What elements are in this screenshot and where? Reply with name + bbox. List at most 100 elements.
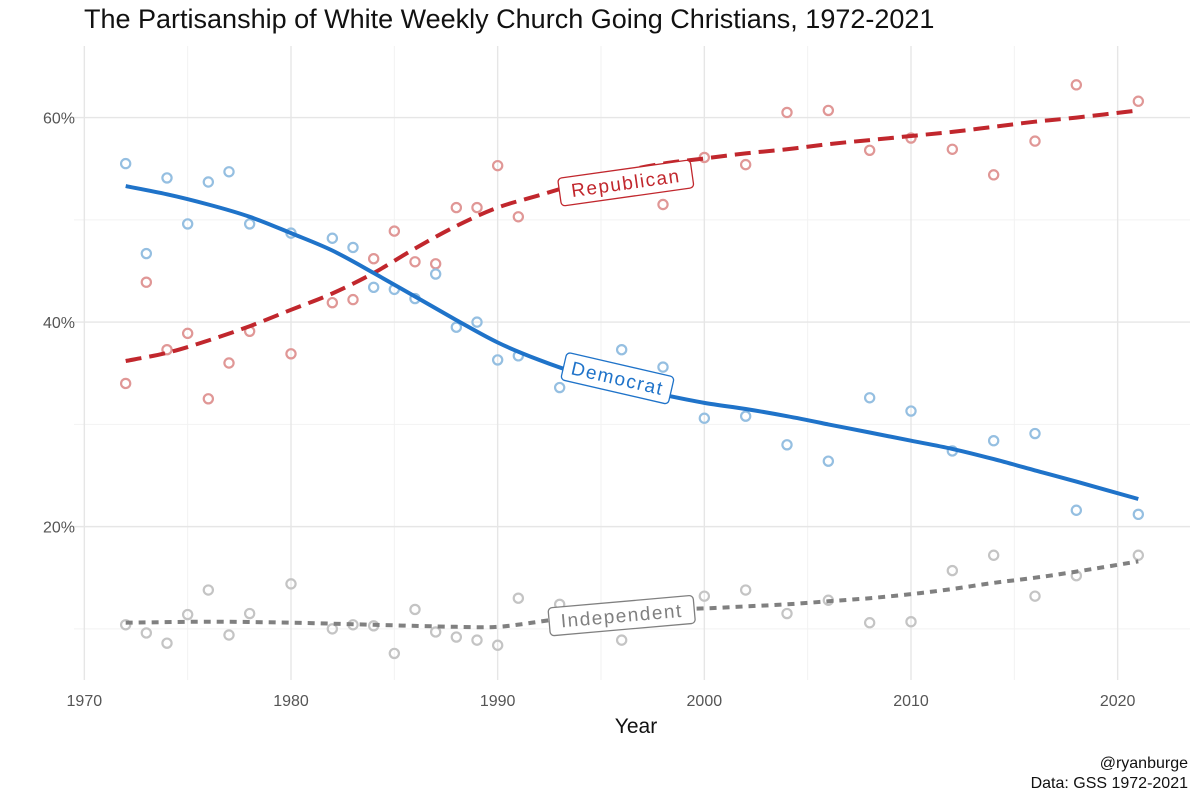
republican-point: [409, 256, 421, 268]
democrat-trend-line: [125, 184, 1139, 501]
data-points: [119, 79, 1145, 660]
independent-point: [450, 631, 463, 643]
independent-point: [429, 626, 442, 638]
republican-point: [512, 211, 525, 223]
republican-point: [202, 393, 215, 405]
republican-point: [822, 104, 835, 117]
x-axis-title: Year: [615, 715, 657, 738]
grid-minor: [74, 46, 1190, 680]
independent-point: [223, 629, 235, 641]
independent-point: [181, 608, 194, 621]
republican-point: [388, 225, 401, 237]
republican-point: [739, 158, 752, 171]
democrat-point: [657, 361, 669, 373]
axis-tick-labels: 1970 1980 1990 2000 2010 2020 20% 40% 60%: [43, 111, 1136, 710]
independent-point: [409, 603, 421, 616]
republican-trend-line: [125, 108, 1139, 363]
republican-point: [863, 144, 876, 157]
x-tick-label: 1970: [67, 693, 103, 710]
independent-label-box: [547, 594, 696, 637]
independent-point: [243, 607, 256, 620]
caption: @ryanburge Data: GSS 1972-2021: [1031, 754, 1188, 794]
chart-title: The Partisanship of White Weekly Church …: [84, 4, 935, 34]
democrat-point: [781, 439, 793, 451]
democrat-point: [739, 410, 752, 422]
democrat-point: [698, 412, 711, 424]
democrat-point: [119, 157, 132, 170]
x-tick-label: 2020: [1100, 693, 1136, 710]
x-tick-label: 2010: [893, 693, 929, 710]
independent-point: [1029, 590, 1041, 602]
republican-point: [1070, 79, 1083, 91]
democrat-point: [202, 176, 215, 188]
republican-label-box: [557, 159, 695, 207]
republican-point: [140, 276, 153, 288]
independent-point: [739, 584, 752, 596]
democrat-point: [326, 232, 339, 244]
democrat-point: [615, 344, 628, 356]
y-tick-label: 60%: [43, 111, 75, 128]
democrat-point: [905, 405, 917, 417]
democrat-point: [347, 241, 359, 254]
democrat-point: [367, 281, 380, 294]
republican-point: [946, 143, 959, 155]
republican-point: [491, 159, 504, 172]
independent-point: [863, 617, 876, 629]
democrat-point: [429, 268, 442, 280]
independent-point: [905, 616, 917, 628]
democrat-point: [987, 435, 1000, 447]
independent-point: [698, 590, 711, 602]
republican-point: [119, 377, 132, 390]
democrat-point: [161, 172, 173, 184]
republican-point: [181, 327, 194, 340]
independent-point: [326, 623, 339, 635]
independent-point: [202, 584, 215, 596]
caption-author: @ryanburge: [1099, 755, 1188, 772]
republican-label: Republican: [557, 159, 695, 207]
republican-point: [326, 296, 339, 309]
y-tick-label: 40%: [43, 315, 75, 332]
democrat-point: [1132, 508, 1145, 521]
democrat-point: [553, 381, 566, 394]
democrat-point: [1029, 427, 1041, 440]
grid-major: [74, 46, 1190, 680]
independent-point: [140, 627, 153, 639]
democrat-point: [140, 247, 153, 260]
democrat-point: [471, 316, 483, 328]
republican-point: [1029, 135, 1041, 147]
independent-label: Independent: [547, 594, 696, 637]
republican-point: [429, 258, 442, 270]
democrat-label-box: [560, 352, 675, 405]
independent-point: [161, 637, 173, 649]
independent-point: [615, 634, 628, 646]
democrat-point: [863, 392, 876, 404]
democrat-point: [223, 166, 235, 178]
republican-point: [987, 169, 1000, 181]
republican-point: [161, 344, 173, 356]
democrat-point: [491, 354, 504, 366]
independent-point: [491, 639, 504, 651]
republican-point: [450, 201, 463, 214]
independent-point: [119, 619, 132, 631]
independent-point: [987, 549, 1000, 561]
x-tick-label: 2000: [687, 693, 723, 710]
independent-point: [285, 578, 297, 590]
republican-point: [367, 252, 380, 265]
democrat-point: [243, 218, 256, 230]
democrat-point: [1070, 504, 1083, 516]
independent-point: [512, 592, 525, 604]
independent-point: [388, 647, 401, 660]
democrat-point: [450, 321, 463, 333]
independent-point: [1132, 549, 1145, 561]
y-tick-label: 20%: [43, 520, 75, 537]
republican-point: [223, 357, 235, 369]
republican-point: [471, 201, 483, 214]
x-tick-label: 1980: [273, 693, 309, 710]
republican-point: [1132, 95, 1145, 107]
republican-point: [285, 348, 297, 360]
democrat-label: Democrat: [560, 352, 675, 405]
x-tick-label: 1990: [480, 693, 516, 710]
democrat-point: [822, 455, 835, 467]
independent-point: [946, 564, 959, 577]
